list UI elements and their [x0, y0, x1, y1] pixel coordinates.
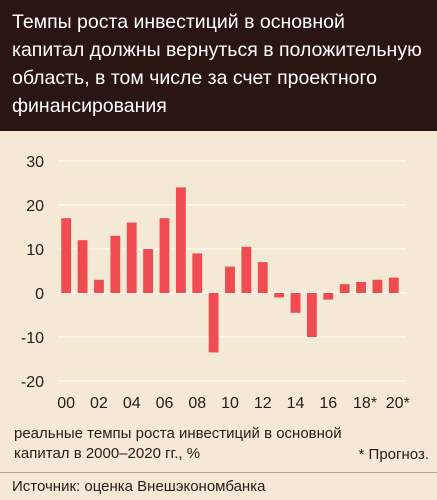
bars [61, 187, 399, 353]
bar-2017 [339, 284, 350, 293]
bar-2004 [126, 222, 137, 293]
bar-2007 [175, 187, 186, 293]
x-tick-label: 12 [254, 395, 272, 412]
bar-2000 [61, 218, 72, 293]
bar-2003 [110, 235, 121, 293]
bar-2015 [306, 293, 317, 337]
bar-2005 [143, 249, 154, 293]
bar-2020 [388, 277, 399, 293]
bar-2014 [290, 293, 301, 313]
bar-2013 [274, 293, 285, 298]
bar-2008 [192, 253, 203, 293]
x-tick-label: 04 [123, 395, 141, 412]
bar-2009 [208, 293, 219, 353]
bar-2016 [323, 293, 334, 300]
footer: Источник: оценка Внешэкономбанка [0, 472, 437, 500]
x-axis-ticks: 00 02 04 06 08 10 12 14 16 18* 20* [57, 395, 410, 412]
bar-2006 [159, 218, 170, 293]
x-tick-label: 16 [319, 395, 337, 412]
y-tick-label: 0 [35, 286, 44, 303]
investment-growth-bar-chart: 30 20 10 0 -10 -20 00 02 04 06 08 10 12 14 16 18* 20* [21, 154, 410, 412]
bar-2012 [257, 262, 268, 293]
x-tick-label: 00 [57, 395, 75, 412]
bar-2011 [241, 246, 252, 293]
x-tick-label: 06 [156, 395, 174, 412]
x-tick-label: 14 [287, 395, 305, 412]
x-tick-label: 02 [90, 395, 108, 412]
source-note: Источник: оценка Внешэкономбанка [12, 478, 266, 495]
bar-2002 [94, 279, 104, 293]
forecast-footnote: * Прогноз. [358, 446, 429, 463]
y-tick-label: 20 [26, 198, 44, 215]
x-tick-label: 20* [386, 395, 410, 412]
chart-title: Темпы роста инвестиций в основной капита… [12, 11, 422, 117]
y-axis-ticks: 30 20 10 0 -10 -20 [21, 154, 44, 391]
y-tick-label: 10 [26, 242, 44, 259]
x-tick-label: 18* [353, 395, 377, 412]
bar-2018 [356, 282, 366, 293]
y-tick-label: -20 [21, 374, 44, 391]
bar-2019 [372, 279, 383, 293]
bar-2001 [77, 240, 88, 293]
x-tick-label: 10 [221, 395, 239, 412]
chart-caption: реальные темпы роста инвестиций в основн… [14, 425, 342, 462]
x-tick-label: 08 [188, 395, 206, 412]
bar-2010 [225, 266, 235, 293]
y-tick-label: 30 [26, 154, 44, 171]
y-tick-label: -10 [21, 330, 44, 347]
chart-header: Темпы роста инвестиций в основной капита… [0, 0, 437, 131]
